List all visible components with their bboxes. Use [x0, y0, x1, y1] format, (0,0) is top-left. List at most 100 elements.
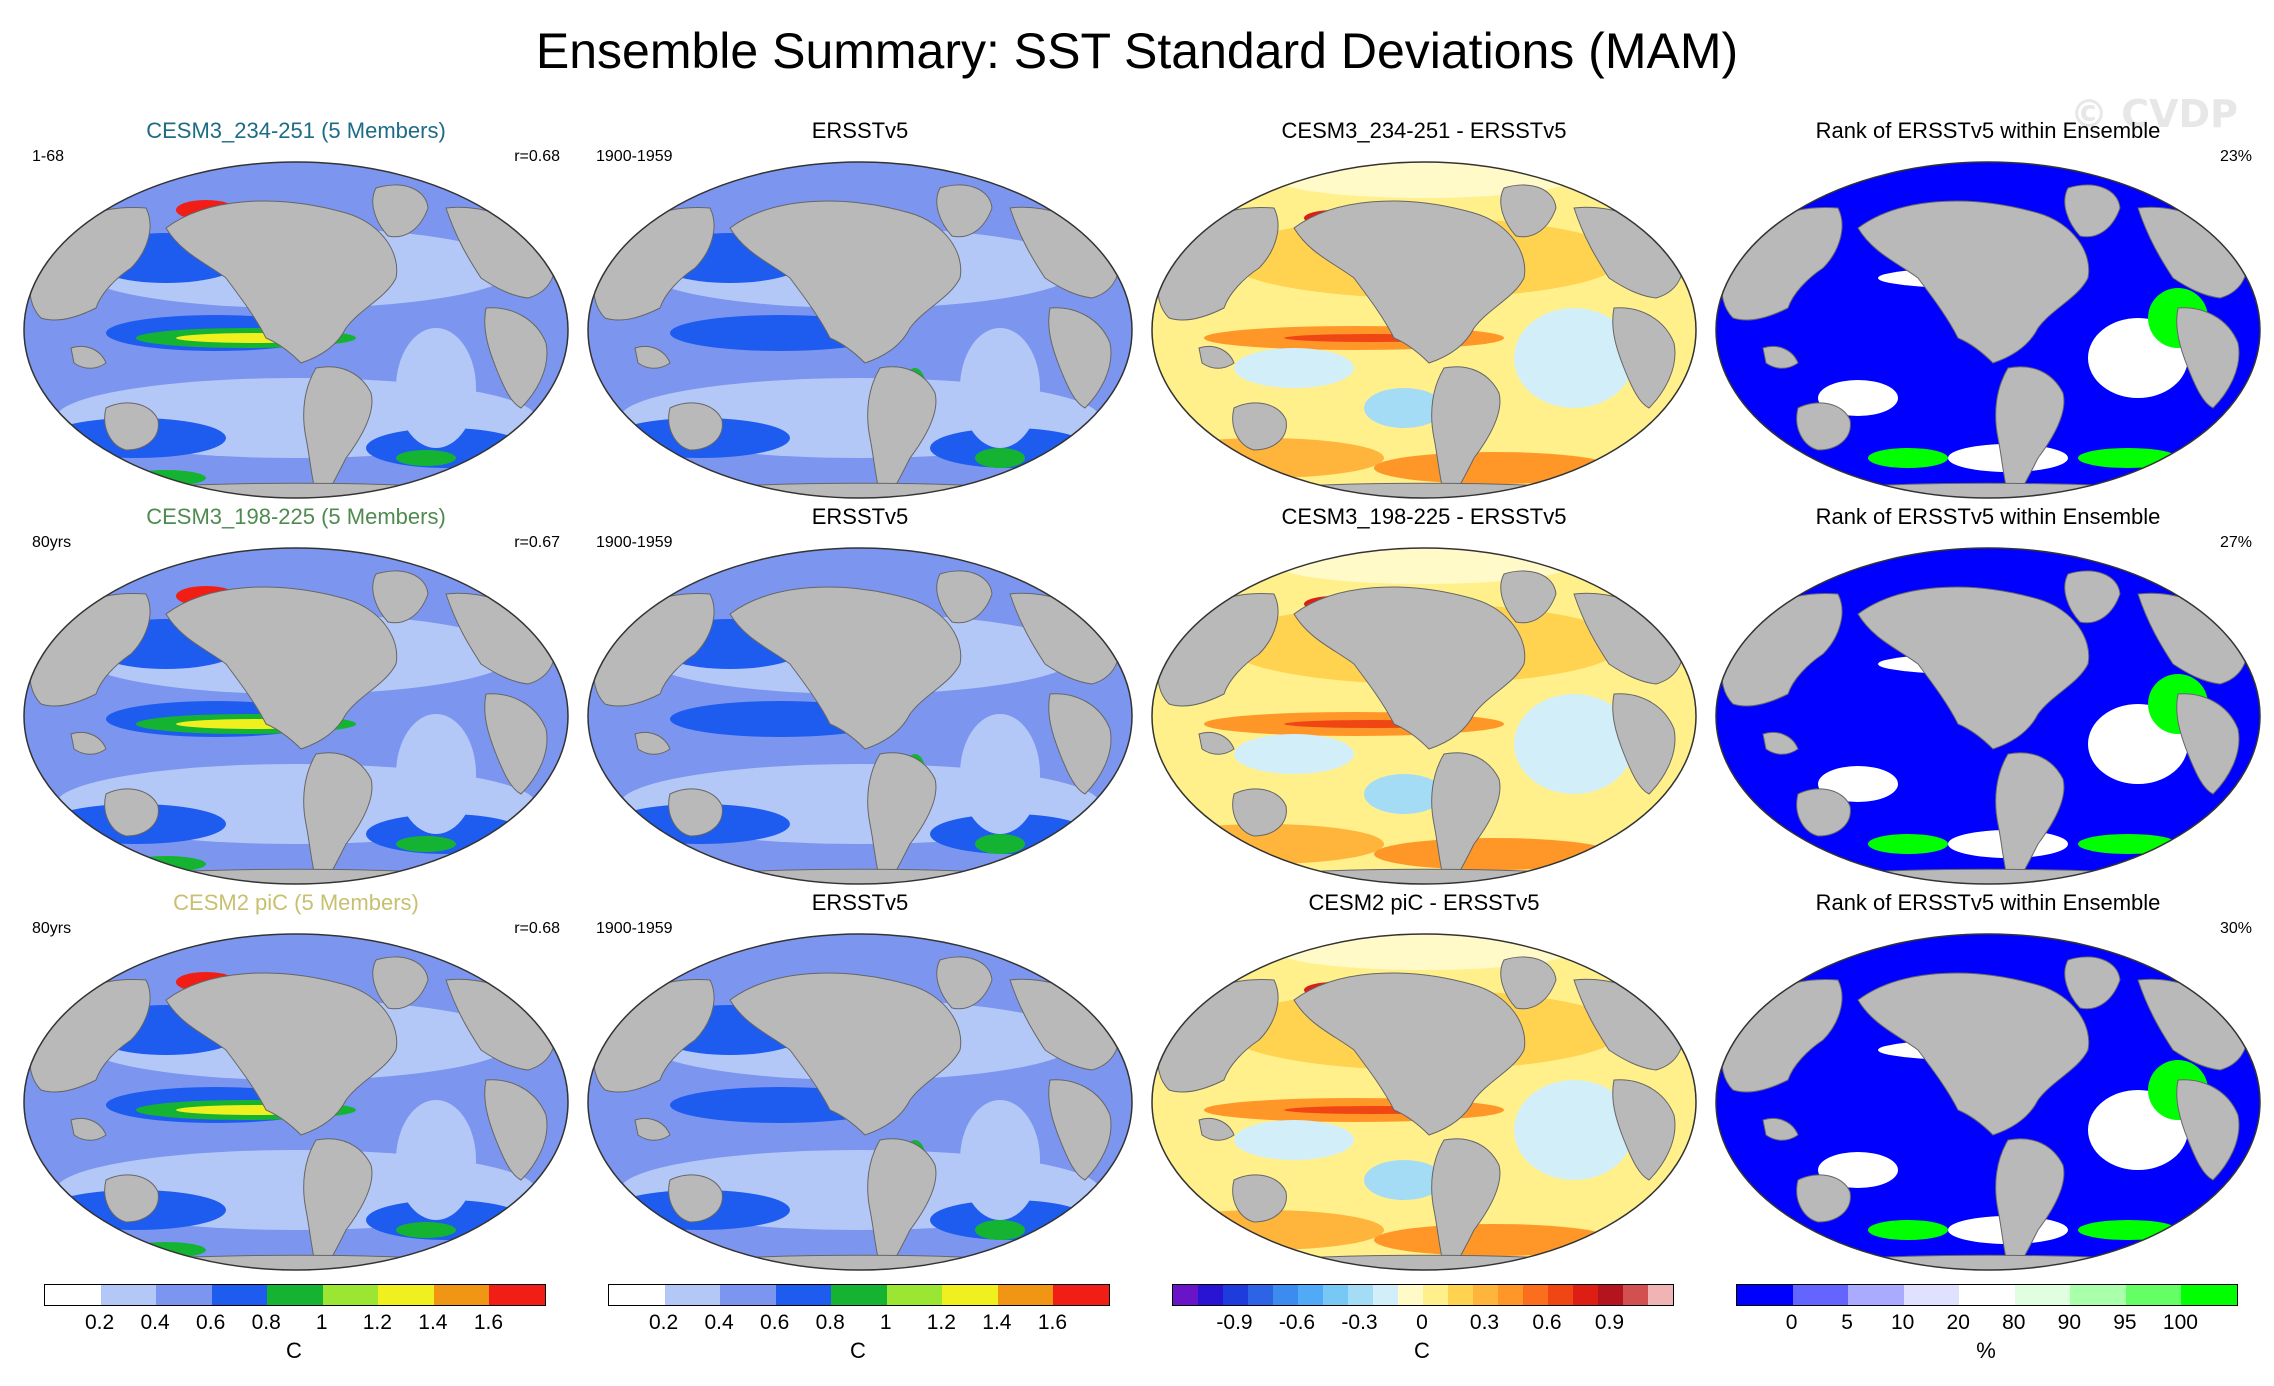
panel-title: CESM2 piC - ERSSTv5 [1308, 890, 1540, 915]
colorbar-swatch [1448, 1285, 1473, 1305]
map-outline [1715, 547, 2261, 885]
colorbar-swatch [1523, 1285, 1548, 1305]
field-anomaly [396, 714, 476, 834]
colorbar-unit: C [286, 1338, 302, 1363]
panel-title: ERSSTv5 [811, 504, 909, 529]
land-mass [2176, 307, 2240, 409]
colorbar-tick-label: 10 [1890, 1311, 1915, 1334]
land-mass [936, 570, 993, 624]
colorbar-swatch [2014, 1285, 2071, 1305]
colorbar-swatch [1473, 1285, 1498, 1305]
colorbar-tick-label: 0.8 [251, 1311, 281, 1334]
colorbar-swatch [211, 1285, 268, 1305]
land-mass [84, 1254, 508, 1270]
land-mass [1500, 956, 1557, 1010]
panel-title: CESM3_198-225 (5 Members) [146, 504, 446, 529]
panel-left-label: 1900-1959 [596, 148, 673, 165]
world-map [1715, 547, 2261, 885]
land-mass [1048, 1079, 1112, 1181]
colorbar-swatch [1548, 1285, 1573, 1305]
colorbar-tick-label: 0.6 [196, 1311, 226, 1334]
map-outline [587, 547, 1133, 885]
colorbar-tick-label: 0 [1416, 1311, 1428, 1334]
colorbar-swatch [1848, 1285, 1904, 1305]
world-map [1151, 161, 1697, 499]
land-mass [1293, 200, 1526, 364]
map-outline [1715, 933, 2261, 1271]
panel-left-label: 1900-1959 [596, 534, 673, 551]
colorbar-swatch [1248, 1285, 1273, 1305]
land-mass [2064, 570, 2121, 624]
panel-title: ERSSTv5 [811, 118, 909, 143]
world-map [587, 161, 1133, 499]
land-mass [165, 200, 398, 364]
world-map [587, 547, 1133, 885]
colorbar-swatch [1173, 1285, 1198, 1305]
field-anomaly [1374, 838, 1614, 870]
land-mass [1198, 731, 1235, 755]
colorbar-swatch [1053, 1285, 1109, 1305]
field-anomaly [1868, 1220, 1948, 1240]
colorbar-swatch [609, 1285, 665, 1305]
land-mass [372, 956, 429, 1010]
colorbar-tick-label: 1.6 [473, 1311, 504, 1334]
world-map [23, 933, 569, 1271]
map-outline [23, 161, 569, 499]
land-mass [2176, 693, 2240, 795]
colorbar-swatch [997, 1285, 1054, 1305]
world-map [23, 547, 569, 885]
map-panel-model-row2: CESM3_198-225 (5 Members) 80yrs r=0.67 [16, 504, 576, 889]
land-mass [1857, 972, 2090, 1136]
colorbar-tick-label: 0.6 [1532, 1311, 1562, 1334]
land-mass [1776, 482, 2200, 498]
panel-title: Rank of ERSSTv5 within Ensemble [1815, 504, 2161, 529]
colorbar-tick-label: 90 [2057, 1311, 2082, 1334]
land-mass [484, 693, 548, 795]
colorbar-tick-label: 0.4 [140, 1311, 170, 1334]
land-mass [648, 868, 1072, 884]
land-mass [1048, 693, 1112, 795]
world-map [1715, 161, 2261, 499]
field-anomaly [975, 448, 1025, 468]
colorbar-swatch [664, 1285, 721, 1305]
colorbar-tick-label: 1.4 [982, 1311, 1012, 1334]
land-mass [1612, 693, 1676, 795]
map-outline [1151, 161, 1697, 499]
field-anomaly [396, 1222, 456, 1238]
colorbar-swatch [1648, 1285, 1673, 1305]
panel-title: ERSSTv5 [811, 890, 909, 915]
map-panel-obs-row2: ERSSTv5 1900-1959 [580, 504, 1140, 889]
colorbar-tick-label: 1.2 [926, 1311, 956, 1334]
colorbar-swatch [720, 1285, 776, 1305]
land-mass [1293, 586, 1526, 750]
colorbar-tick-label: 0.8 [815, 1311, 845, 1334]
colorbar-swatch [322, 1285, 379, 1305]
map-panel-diff-row1: CESM3_234-251 - ERSSTv5 [1144, 118, 1704, 503]
land-mass [1500, 570, 1557, 624]
colorbar-tick-label: 1.2 [362, 1311, 392, 1334]
map-panel-model-row3: CESM2 piC (5 Members) 80yrs r=0.68 [16, 890, 576, 1275]
field-anomaly [960, 328, 1040, 448]
map-panel-obs-row1: ERSSTv5 1900-1959 [580, 118, 1140, 503]
land-mass [104, 788, 159, 837]
field-anomaly [1364, 774, 1444, 814]
panel-right-label: 30% [2219, 920, 2252, 937]
map-panel-rank-row3: Rank of ERSSTv5 within Ensemble 30% [1708, 890, 2268, 1275]
panel-left-label: 80yrs [32, 534, 72, 551]
colorbar-tick-label: 1.6 [1037, 1311, 1068, 1334]
panel-right-label: r=0.68 [514, 148, 560, 165]
map-outline [23, 933, 569, 1271]
colorbar-swatches [1736, 1284, 2238, 1306]
colorbar-tick-label: 20 [1946, 1311, 1970, 1334]
land-mass [1500, 184, 1557, 238]
map-outline [23, 547, 569, 885]
figure-title: Ensemble Summary: SST Standard Deviation… [535, 23, 1739, 79]
field-anomaly [396, 1100, 476, 1220]
colorbar-swatch [1498, 1285, 1523, 1305]
panel-title: CESM2 piC (5 Members) [173, 890, 419, 915]
land-mass [1796, 788, 1851, 837]
world-map [1151, 547, 1697, 885]
field-anomaly [396, 450, 456, 466]
colorbar-tick-label: -0.6 [1278, 1311, 1316, 1334]
land-mass [2176, 1079, 2240, 1181]
